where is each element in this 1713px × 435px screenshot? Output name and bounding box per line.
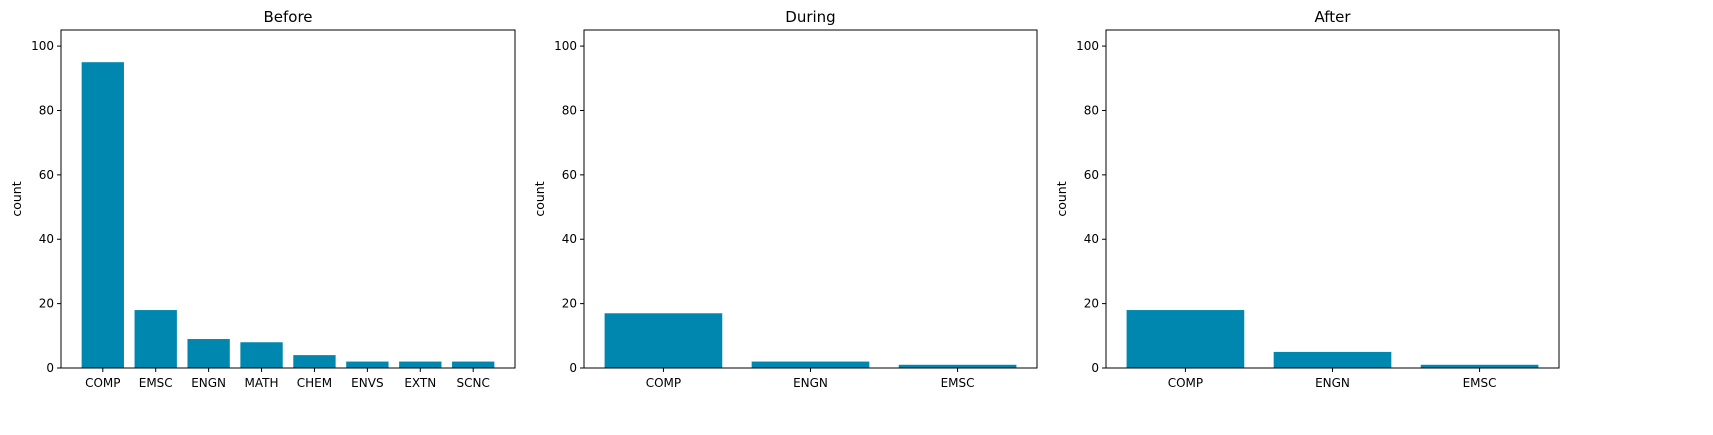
x-tick-label: EMSC xyxy=(139,376,173,390)
bar-emsc xyxy=(1420,364,1539,368)
y-tick-label: 80 xyxy=(39,103,54,117)
bar-extn xyxy=(399,361,442,368)
y-tick-label: 0 xyxy=(1091,361,1099,375)
y-axis-label: count xyxy=(9,181,24,216)
bar-scnc xyxy=(452,361,495,368)
y-tick-label: 20 xyxy=(1084,297,1099,311)
x-tick-label: COMP xyxy=(646,376,681,390)
x-tick-label: EMSC xyxy=(1463,376,1497,390)
x-tick-label: COMP xyxy=(85,376,120,390)
y-tick-label: 0 xyxy=(46,361,54,375)
y-tick-label: 100 xyxy=(31,39,54,53)
x-tick-label: EXTN xyxy=(404,376,436,390)
y-tick-label: 100 xyxy=(554,39,577,53)
y-tick-label: 60 xyxy=(562,168,577,182)
y-tick-label: 20 xyxy=(562,297,577,311)
x-tick-label: ENGN xyxy=(1315,376,1350,390)
bar-emsc xyxy=(134,310,177,368)
chart-panel-0: 0 20 40 60 80 100 COMP EMSC ENGN MATH CHEM ENVS EXTN… xyxy=(9,8,516,390)
y-tick-label: 40 xyxy=(39,232,54,246)
chart-title: Before xyxy=(263,8,312,26)
x-tick-label: ENGN xyxy=(191,376,226,390)
bar-comp xyxy=(81,62,124,368)
x-tick-label: EMSC xyxy=(941,376,975,390)
y-tick-label: 100 xyxy=(1076,39,1099,53)
y-tick-label: 40 xyxy=(562,232,577,246)
y-tick-label: 80 xyxy=(562,103,577,117)
y-tick-label: 60 xyxy=(1084,168,1099,182)
y-axis-label: count xyxy=(1054,181,1069,216)
y-tick-label: 0 xyxy=(569,361,577,375)
chart-panel-1: 0 20 40 60 80 100 COMP ENGN EMSC During count xyxy=(532,8,1038,390)
bar-chem xyxy=(293,355,336,368)
bar-emsc xyxy=(898,364,1017,368)
y-tick-label: 80 xyxy=(1084,103,1099,117)
x-tick-label: ENGN xyxy=(793,376,828,390)
bar-engn xyxy=(1273,351,1392,368)
y-tick-label: 40 xyxy=(1084,232,1099,246)
bar-engn xyxy=(187,339,230,368)
chart-title: After xyxy=(1314,8,1351,26)
bar-comp xyxy=(604,313,723,368)
chart-title: During xyxy=(785,8,835,26)
x-tick-label: ENVS xyxy=(351,376,383,390)
bar-engn xyxy=(751,361,870,368)
x-tick-label: CHEM xyxy=(297,376,332,390)
x-tick-label: MATH xyxy=(245,376,279,390)
bar-comp xyxy=(1126,310,1245,368)
plot-frame xyxy=(60,29,516,369)
y-axis-label: count xyxy=(532,181,547,216)
bar-math xyxy=(240,342,283,368)
y-tick-label: 60 xyxy=(39,168,54,182)
bar-envs xyxy=(346,361,389,368)
y-tick-label: 20 xyxy=(39,297,54,311)
x-tick-label: COMP xyxy=(1168,376,1203,390)
x-tick-label: SCNC xyxy=(457,376,490,390)
chart-panel-2: 0 20 40 60 80 100 COMP ENGN EMSC After count xyxy=(1054,8,1560,390)
